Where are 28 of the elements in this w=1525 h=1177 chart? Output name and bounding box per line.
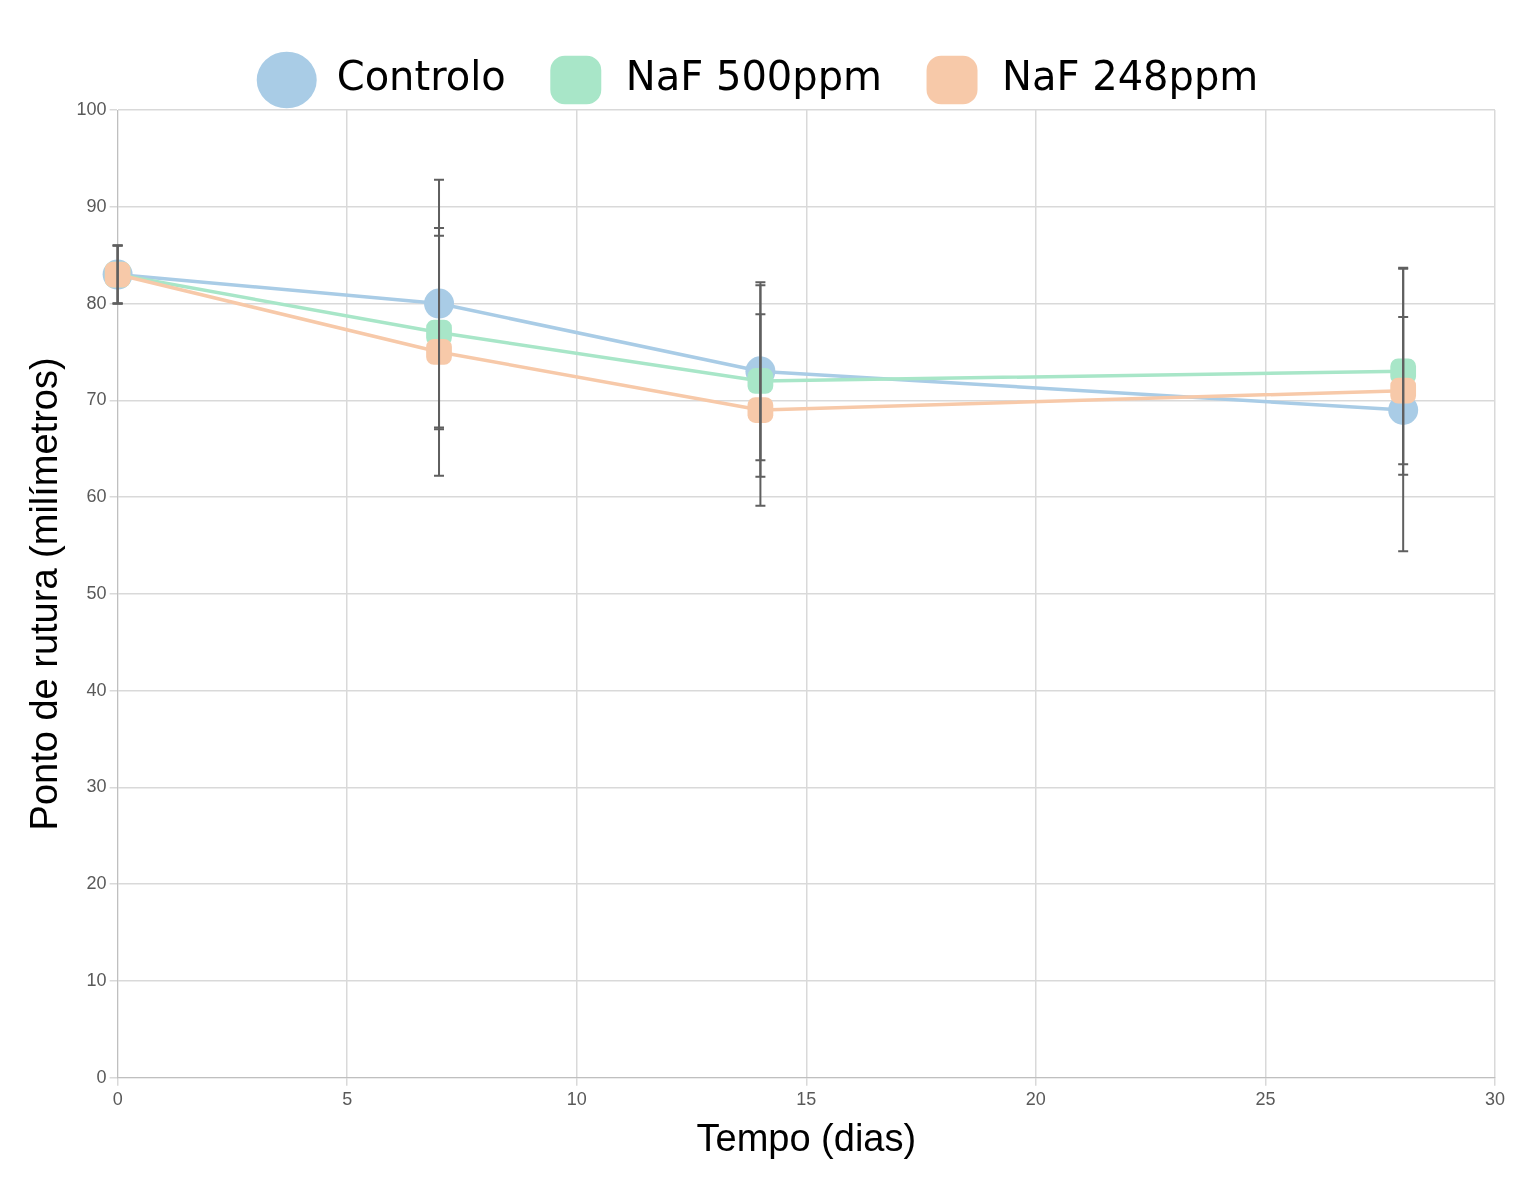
y-tick-label: 90: [86, 195, 107, 216]
y-tick-label: 0: [96, 1066, 107, 1087]
legend-label: Controlo: [336, 53, 506, 100]
y-tick-label: 10: [86, 969, 107, 990]
y-tick-label: 30: [86, 776, 107, 797]
point: [747, 397, 774, 423]
legend-label: NaF 500ppm: [625, 53, 883, 100]
x-tick-label: 5: [342, 1088, 353, 1109]
y-tick-label: 100: [76, 98, 107, 119]
y-tick-label: 80: [86, 292, 107, 313]
point: [424, 288, 455, 319]
x-tick-label: 25: [1255, 1088, 1276, 1109]
point: [426, 339, 452, 365]
y-tick-label: 50: [86, 582, 107, 603]
y-axis-title: Ponto de rutura (milímetros): [23, 357, 66, 831]
x-tick-label: 15: [796, 1088, 817, 1109]
y-tick-label: 70: [86, 389, 107, 410]
legend-label: NaF 248ppm: [1002, 53, 1259, 100]
x-tick-label: 20: [1025, 1088, 1046, 1109]
y-tick-label: 40: [86, 679, 107, 700]
x-tick-label: 30: [1484, 1088, 1506, 1109]
x-tick-label: 10: [566, 1088, 587, 1109]
x-tick-label: 0: [112, 1088, 123, 1109]
y-tick-label: 60: [86, 486, 107, 507]
point: [1390, 377, 1417, 404]
x-axis-title: Tempo (dias): [696, 1116, 917, 1159]
point: [747, 368, 774, 394]
y-tick-label: 20: [86, 873, 107, 894]
